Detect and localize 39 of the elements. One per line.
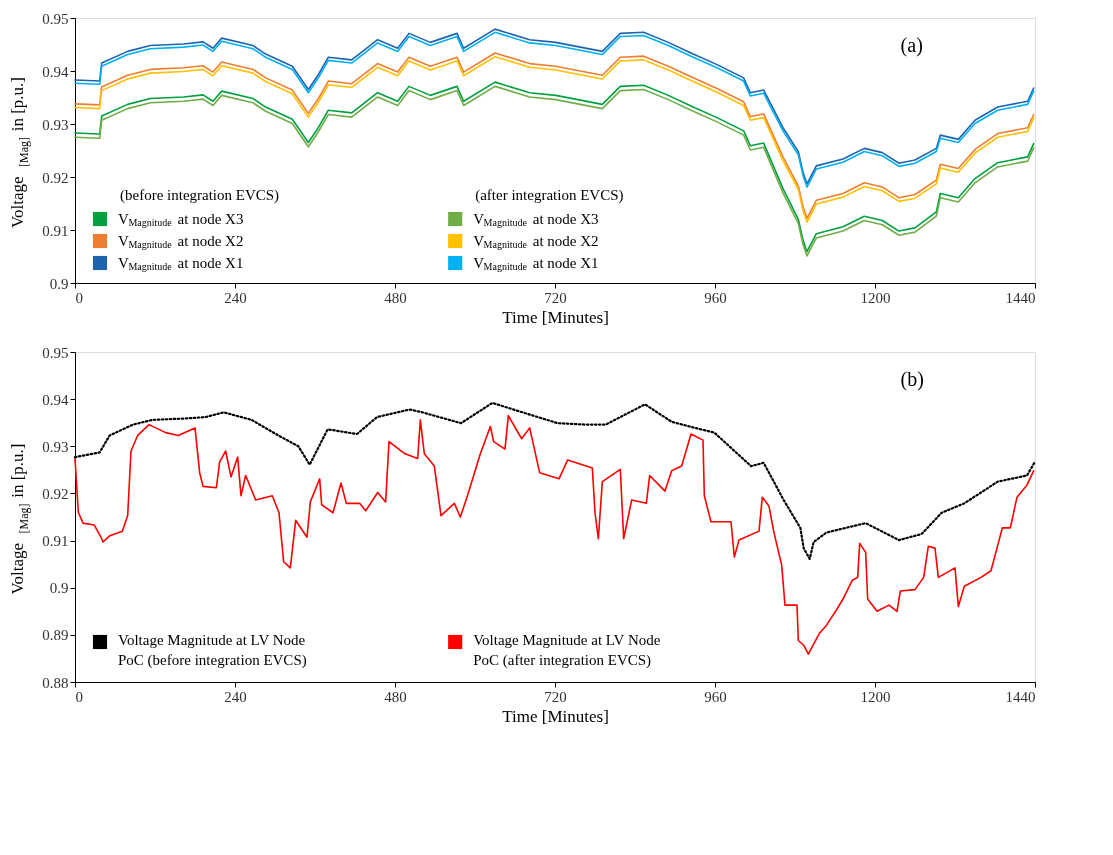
y-tick-label: 0.94: [42, 63, 69, 80]
line-series: [74, 414, 1035, 655]
annotation: (after integration EVCS): [475, 187, 624, 204]
x-tick-label: 1200: [860, 289, 891, 306]
legend-label: Voltage Magnitude at LV Node PoC (before integration EVCS): [118, 632, 307, 669]
x-tick-label: 1440: [1005, 289, 1036, 306]
x-tick-label: 720: [544, 688, 567, 705]
y-tick-label: 0.92: [42, 169, 69, 186]
y-tick-label: 0.9: [49, 275, 69, 292]
x-tick-label: 0: [75, 688, 83, 705]
x-tick-label: 240: [224, 289, 247, 306]
y-axis-title: Voltage [Mag] in [p.u.]: [8, 76, 31, 228]
text: (b): [900, 368, 924, 391]
y-tick-label: 0.94: [42, 391, 69, 408]
x-tick-label: 480: [384, 289, 407, 306]
y-tick-label: 0.9: [49, 580, 69, 597]
x-axis-title: Time [Minutes]: [502, 706, 609, 726]
y-tick-label: 0.89: [42, 627, 69, 644]
y-tick-label: 0.92: [42, 485, 69, 502]
text: (a): [900, 34, 923, 57]
x-tick-label: 960: [704, 289, 727, 306]
x-tick-label: 0: [75, 289, 83, 306]
x-tick-label: 1440: [1005, 688, 1036, 705]
y-tick-label: 0.88: [42, 674, 69, 691]
x-tick-label: 480: [384, 688, 407, 705]
y-tick-label: 0.91: [42, 533, 69, 550]
y-tick-label: 0.93: [42, 116, 69, 133]
x-tick-label: 240: [224, 688, 247, 705]
y-tick-label: 0.91: [42, 222, 69, 239]
annotation: (before integration EVCS): [120, 187, 280, 204]
legend-label: Voltage Magnitude at LV Node PoC (after integration EVCS): [473, 632, 661, 669]
x-tick-label: 960: [704, 688, 727, 705]
y-tick-label: 0.93: [42, 438, 69, 455]
x-axis-title: Time [Minutes]: [502, 307, 609, 327]
y-axis-title: Voltage [Mag] in [p.u.]: [8, 443, 31, 595]
y-tick-label: 0.95: [42, 344, 69, 361]
x-tick-label: 720: [544, 289, 567, 306]
y-tick-label: 0.95: [42, 10, 69, 27]
x-tick-label: 1200: [860, 688, 891, 705]
